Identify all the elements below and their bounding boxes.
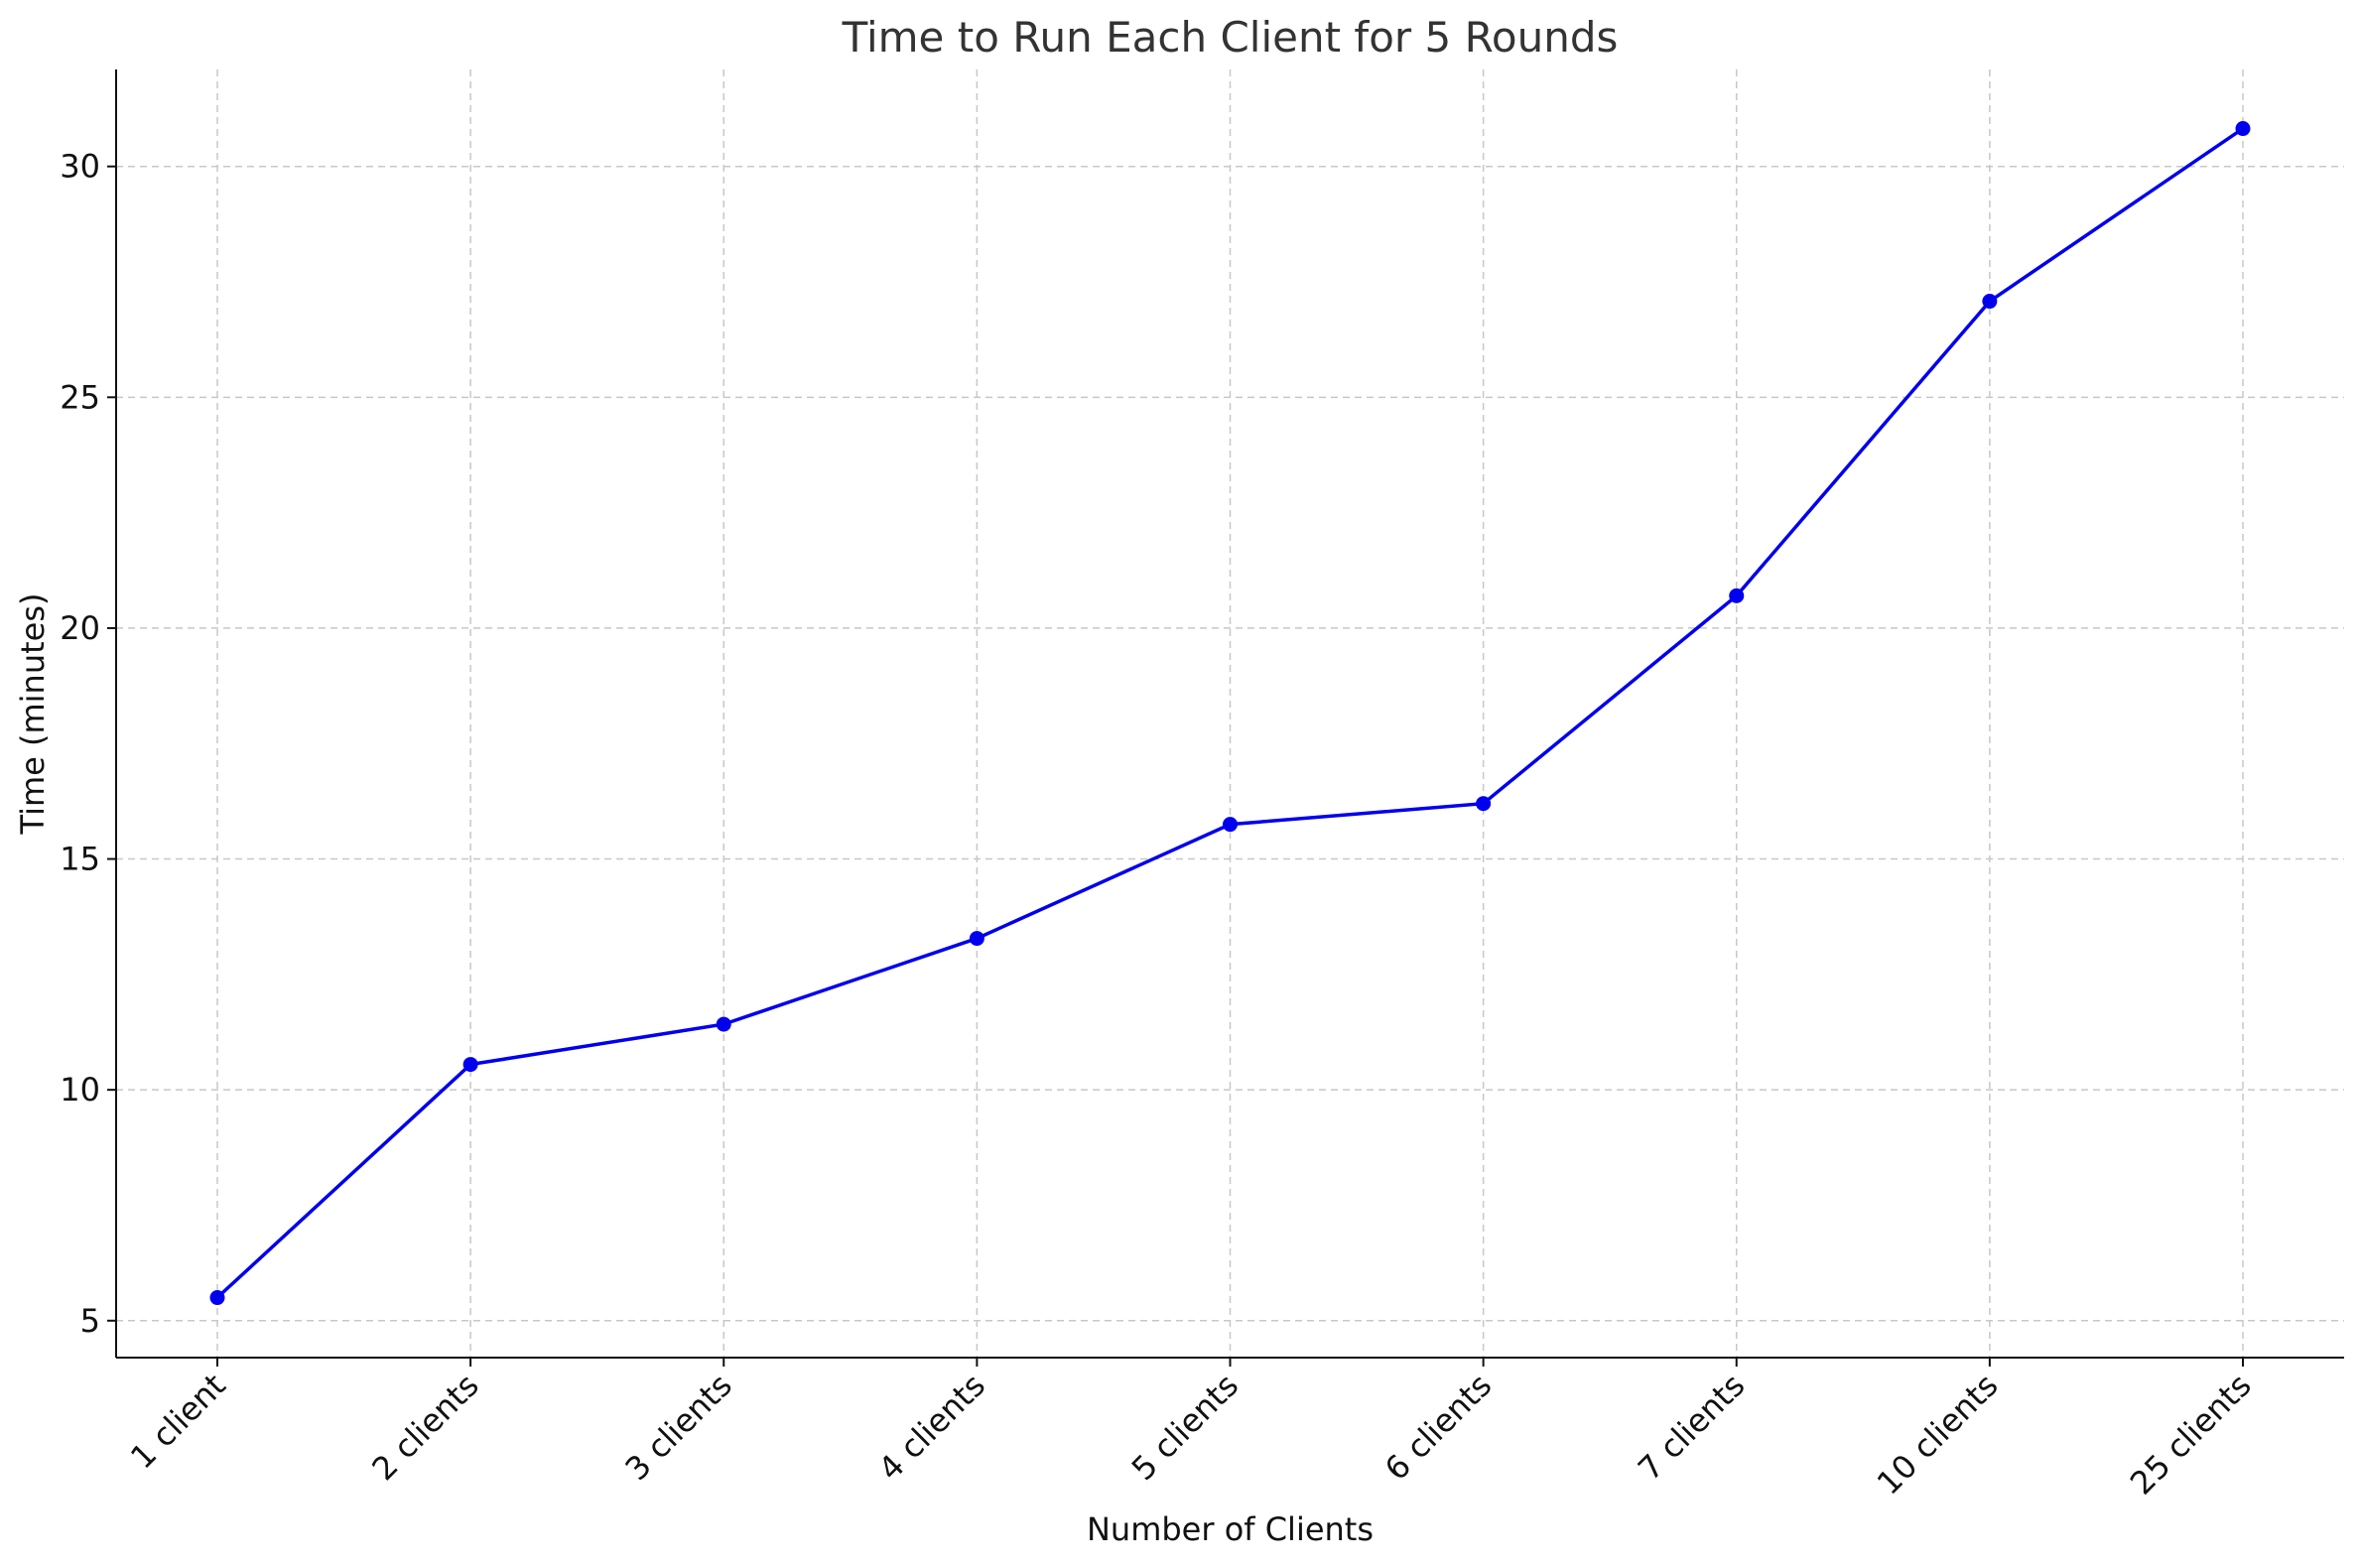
x-axis-label: Number of Clients [1087, 1510, 1374, 1548]
data-point [716, 1016, 731, 1032]
y-tick-label: 5 [80, 1302, 100, 1340]
data-point [1729, 588, 1745, 603]
x-tick-label: 4 clients [871, 1367, 992, 1488]
y-tick-label: 25 [60, 378, 100, 416]
y-tick-label: 15 [60, 841, 100, 878]
data-point [2235, 121, 2251, 137]
x-tick-label: 25 clients [2123, 1367, 2259, 1503]
x-tick-label: 5 clients [1124, 1367, 1246, 1488]
data-point [209, 1290, 225, 1306]
y-tick-label: 30 [60, 148, 100, 186]
x-tick-label: 10 clients [1870, 1367, 2006, 1503]
y-axis-label: Time (minutes) [14, 593, 52, 836]
y-tick-label: 10 [60, 1071, 100, 1109]
series [209, 121, 2251, 1306]
data-point [969, 931, 984, 947]
x-tick-label: 3 clients [618, 1367, 739, 1488]
x-tick-label: 1 client [123, 1367, 233, 1477]
x-tick-label: 2 clients [364, 1367, 485, 1488]
x-tick-label: 7 clients [1631, 1367, 1752, 1488]
y-tick-label: 20 [60, 609, 100, 647]
data-point [1476, 796, 1492, 812]
data-point [1223, 817, 1238, 833]
data-point [462, 1057, 478, 1073]
chart-title: Time to Run Each Client for 5 Rounds [842, 13, 1619, 62]
tick-labels: 5 10 15 20 25 30 1 client 2 clients 3 clients 4 c… [60, 148, 2258, 1503]
x-tick-label: 6 clients [1377, 1367, 1499, 1488]
data-point [1982, 294, 1998, 310]
grid [116, 69, 2344, 1358]
